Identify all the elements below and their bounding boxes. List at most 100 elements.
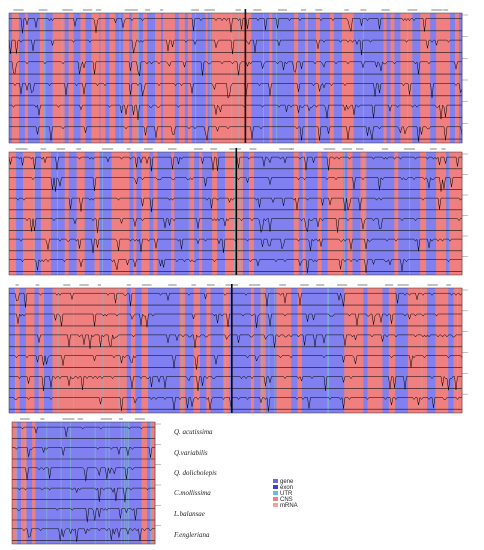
conserved-region	[302, 152, 307, 275]
coding-region	[138, 13, 144, 143]
conserved-region	[193, 288, 201, 413]
conserved-region	[39, 13, 45, 143]
coding-region	[301, 288, 345, 413]
identity-trace	[9, 82, 463, 99]
species-label-4: C.mollissima	[174, 489, 211, 497]
coding-region	[343, 152, 348, 275]
coding-region	[160, 13, 164, 143]
utr-stripe	[343, 152, 345, 275]
coding-region	[18, 13, 26, 143]
utr-stripe	[120, 422, 122, 544]
conserved-region	[11, 13, 20, 143]
coding-region	[9, 13, 13, 143]
alignment-panels	[8, 9, 468, 545]
conserved-region	[143, 13, 148, 143]
conserved-region	[407, 288, 428, 413]
coding-region	[412, 13, 421, 143]
conserved-region	[436, 152, 447, 275]
coding-region	[448, 288, 454, 413]
conserved-region	[111, 152, 130, 275]
utr-stripe	[57, 152, 58, 275]
coding-region	[64, 13, 69, 143]
conserved-region	[100, 13, 106, 143]
conserved-region	[25, 288, 35, 413]
utr-stripe	[421, 288, 423, 413]
coding-region	[43, 13, 54, 143]
conserved-region	[133, 152, 137, 275]
coding-region	[217, 152, 226, 275]
identity-trace	[9, 126, 463, 142]
coding-region	[147, 288, 181, 413]
utr-stripe	[239, 152, 241, 275]
coding-region	[229, 288, 252, 413]
coding-region	[305, 152, 319, 275]
identity-trace	[12, 507, 155, 523]
coding-region	[291, 288, 298, 413]
species-label-6: F.engleriana	[174, 531, 210, 539]
identity-trace	[9, 17, 462, 34]
alignment-panel	[8, 148, 468, 276]
conserved-region	[383, 13, 387, 143]
conserved-region	[248, 152, 255, 275]
conserved-region	[388, 288, 396, 413]
utr-stripe	[268, 288, 270, 413]
identity-trace	[9, 375, 462, 392]
utr-stripe	[46, 422, 48, 544]
conserved-region	[109, 13, 116, 143]
coding-region	[394, 13, 401, 143]
conserved-region	[68, 13, 74, 143]
utr-stripe	[407, 13, 409, 143]
conserved-region	[450, 152, 463, 275]
key-gene: gene	[273, 479, 293, 485]
identity-trace	[9, 334, 462, 349]
coding-region	[147, 422, 153, 544]
conserved-region	[276, 288, 292, 413]
coding-region	[386, 13, 391, 143]
conserved-region	[155, 13, 162, 143]
coding-region	[126, 288, 132, 413]
utr-stripe	[70, 422, 71, 544]
utr-stripe	[224, 288, 226, 413]
coding-region	[298, 13, 306, 143]
coding-region	[363, 288, 368, 413]
utr-stripe	[94, 422, 96, 544]
identity-trace	[8, 39, 462, 56]
utr-stripe	[33, 152, 35, 275]
coding-region	[366, 152, 395, 275]
utr-stripe	[61, 13, 63, 143]
conserved-region	[199, 152, 203, 275]
identity-trace	[9, 292, 463, 308]
key-exon-label: exon	[280, 485, 294, 491]
coding-region	[34, 152, 42, 275]
key-exon: exon	[273, 485, 293, 491]
utr-stripe	[195, 13, 197, 143]
utr-stripe	[327, 288, 329, 413]
utr-stripe	[276, 13, 277, 143]
coding-region	[272, 13, 295, 143]
conserved-region	[91, 13, 100, 143]
utr-stripe	[105, 422, 107, 544]
coding-region	[319, 13, 331, 143]
conserved-region	[94, 152, 100, 275]
coding-region	[308, 13, 317, 143]
coding-region	[210, 288, 224, 413]
conserved-region	[141, 422, 148, 544]
conserved-region	[162, 13, 176, 143]
utr-stripe	[119, 13, 121, 143]
utr-stripe	[363, 152, 365, 275]
panel-frame	[8, 12, 463, 144]
alignment-panel	[8, 284, 468, 414]
conserved-region	[297, 288, 303, 413]
utr-stripe	[16, 422, 18, 544]
conserved-region	[347, 152, 353, 275]
utr-stripe	[60, 422, 62, 544]
conserved-region	[132, 13, 139, 143]
conserved-region	[294, 13, 299, 143]
coding-region	[253, 152, 295, 275]
species-label-3: Q. dolicholepis	[174, 469, 217, 477]
utr-stripe	[102, 288, 104, 413]
conserved-region	[367, 288, 383, 413]
key-mrna: mRNA	[273, 503, 298, 509]
coding-region	[16, 422, 22, 544]
coding-region	[251, 13, 270, 143]
